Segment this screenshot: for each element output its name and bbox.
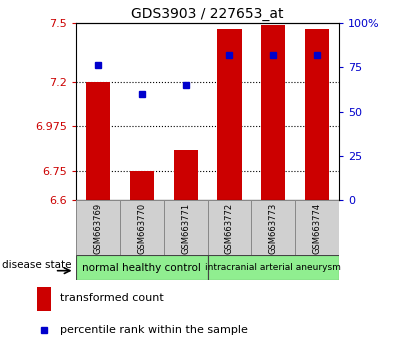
Text: GSM663772: GSM663772	[225, 203, 234, 254]
Bar	[76, 255, 208, 280]
Bar	[208, 255, 339, 280]
Text: percentile rank within the sample: percentile rank within the sample	[60, 325, 247, 335]
Text: intracranial arterial aneurysm: intracranial arterial aneurysm	[206, 263, 341, 272]
Bar	[305, 29, 329, 200]
Text: disease state: disease state	[2, 259, 71, 269]
Bar	[173, 150, 198, 200]
Bar	[164, 200, 208, 255]
Bar	[252, 200, 295, 255]
Bar	[37, 287, 51, 311]
Text: GSM663769: GSM663769	[93, 203, 102, 254]
Text: normal healthy control: normal healthy control	[82, 263, 201, 273]
Bar	[208, 200, 252, 255]
Bar	[120, 200, 164, 255]
Text: GSM663771: GSM663771	[181, 203, 190, 254]
Text: GSM663774: GSM663774	[313, 203, 322, 254]
Bar	[295, 200, 339, 255]
Bar	[130, 171, 154, 200]
Text: transformed count: transformed count	[60, 293, 163, 303]
Bar	[217, 29, 242, 200]
Text: GSM663773: GSM663773	[269, 203, 278, 254]
Bar	[86, 82, 110, 200]
Bar	[261, 25, 285, 200]
Bar	[76, 200, 120, 255]
Text: GSM663770: GSM663770	[137, 203, 146, 254]
Title: GDS3903 / 227653_at: GDS3903 / 227653_at	[131, 7, 284, 21]
